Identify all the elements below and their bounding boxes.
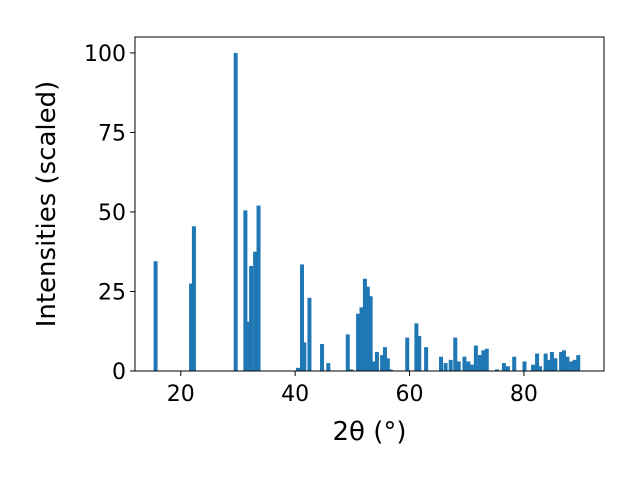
x-tick-label: 80 [510, 382, 538, 407]
bar [320, 343, 325, 371]
bar [469, 364, 474, 371]
bar [505, 366, 510, 371]
bar [307, 297, 312, 371]
bar [535, 353, 540, 371]
bar [249, 266, 254, 371]
bar [368, 296, 373, 371]
bar [365, 286, 370, 371]
bar [326, 363, 331, 371]
bar [549, 351, 554, 371]
bar [417, 336, 422, 371]
bar [569, 361, 574, 371]
bar [349, 369, 354, 371]
bar [531, 364, 536, 371]
y-tick-label: 0 [112, 360, 126, 385]
bar [553, 358, 558, 371]
bar [382, 347, 387, 371]
bar [380, 355, 385, 371]
bar [253, 251, 258, 371]
x-tick-label: 60 [396, 382, 424, 407]
y-axis-label: Intensities (scaled) [32, 81, 62, 328]
bar [189, 283, 194, 371]
bar-series [153, 52, 581, 372]
bar [477, 355, 482, 371]
bar [537, 366, 542, 371]
bar [462, 356, 467, 371]
bar [565, 356, 570, 371]
y-tick-label: 50 [98, 201, 126, 226]
bar [153, 261, 158, 371]
bar [438, 356, 443, 371]
bar [424, 347, 429, 371]
y-tick-label: 75 [98, 121, 126, 146]
bar [473, 345, 478, 371]
bar [547, 359, 552, 371]
bar [345, 334, 350, 371]
x-tick-label: 40 [281, 382, 309, 407]
bar [243, 210, 248, 371]
bar [362, 278, 367, 371]
bar [576, 355, 581, 371]
bar [522, 361, 527, 371]
bar [414, 323, 419, 371]
bar [405, 337, 410, 371]
bar [388, 369, 393, 371]
bar [191, 226, 196, 371]
y-tick-label: 25 [98, 280, 126, 305]
x-tick-label: 20 [167, 382, 195, 407]
bar [456, 361, 461, 371]
bar [495, 369, 500, 371]
bar [448, 359, 453, 371]
plot-frame [134, 36, 605, 372]
bar [443, 363, 448, 371]
y-axis: 0 25 50 75 100 [84, 42, 135, 385]
bar [561, 350, 566, 371]
y-tick-label: 100 [84, 42, 126, 67]
bar [385, 358, 390, 371]
bar [300, 264, 305, 371]
bar [481, 350, 486, 371]
bar [256, 205, 261, 371]
bar [543, 353, 548, 371]
bar [501, 363, 506, 371]
bar [559, 351, 564, 371]
bar [296, 367, 301, 371]
bar [233, 52, 238, 372]
bar [453, 337, 458, 371]
bar [356, 313, 361, 371]
bar [572, 359, 577, 371]
bar [371, 361, 376, 371]
bar [245, 321, 250, 371]
bar [466, 361, 471, 371]
bar [359, 307, 364, 371]
bar [374, 351, 379, 371]
x-axis-label: 2θ (°) [332, 417, 406, 447]
bar [302, 342, 307, 371]
bar [484, 348, 489, 371]
bar [512, 356, 517, 371]
x-axis: 20 40 60 80 [167, 371, 538, 407]
